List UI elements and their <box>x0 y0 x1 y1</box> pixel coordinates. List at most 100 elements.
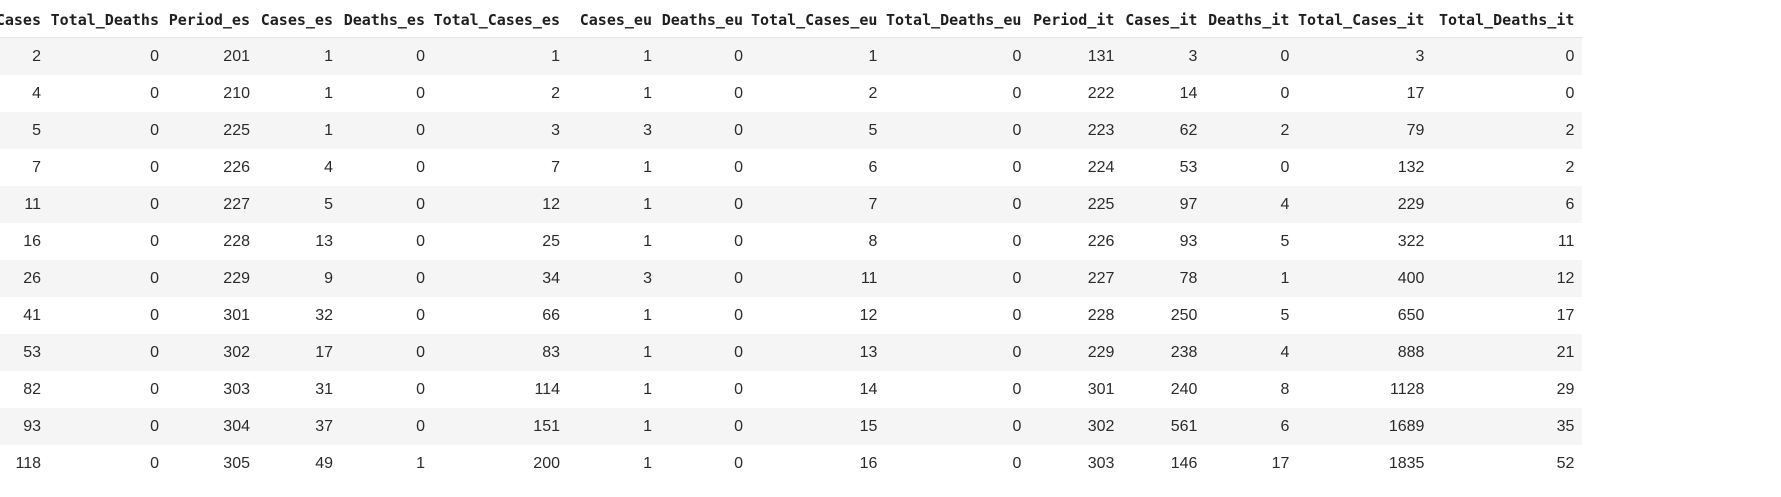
table-cell: 2 <box>0 37 49 75</box>
table-cell: 1 <box>568 297 660 334</box>
table-cell: 79 <box>1297 112 1433 149</box>
table-cell: 15 <box>751 408 886 445</box>
table-cell: 93 <box>0 408 49 445</box>
table-cell: 1 <box>568 75 660 112</box>
table-row: 4 0 210 1 0 2 1 0 2 0 222 14 0 17 0 <box>0 75 1583 112</box>
table-cell: 7 <box>0 149 49 186</box>
table-cell: 0 <box>660 75 751 112</box>
column-header: Total_Cases_eu <box>751 3 886 38</box>
table-cell: 222 <box>1029 75 1123 112</box>
table-cell: 12 <box>751 297 886 334</box>
table-cell: 0 <box>885 149 1030 186</box>
table-cell: 1 <box>1205 260 1298 297</box>
table-cell: 225 <box>1029 186 1123 223</box>
table-cell: 0 <box>660 297 751 334</box>
table-cell: 0 <box>49 75 167 112</box>
table-cell: 7 <box>433 149 568 186</box>
table-cell: 29 <box>1432 371 1583 408</box>
column-header: Cases <box>0 3 49 38</box>
table-cell: 238 <box>1122 334 1206 371</box>
table-cell: 114 <box>433 371 568 408</box>
table-row: 7 0 226 4 0 7 1 0 6 0 224 53 0 132 2 <box>0 149 1583 186</box>
table-cell: 4 <box>258 149 341 186</box>
table-cell: 118 <box>0 445 49 482</box>
table-cell: 6 <box>1205 408 1298 445</box>
table-cell: 0 <box>660 334 751 371</box>
table-cell: 0 <box>49 408 167 445</box>
table-cell: 93 <box>1122 223 1206 260</box>
column-header: Total_Cases_it <box>1297 3 1433 38</box>
table-cell: 0 <box>885 260 1030 297</box>
table-cell: 0 <box>341 408 433 445</box>
table-cell: 1 <box>568 371 660 408</box>
table-row: 41 0 301 32 0 66 1 0 12 0 228 250 5 650 17 <box>0 297 1583 334</box>
table-cell: 9 <box>258 260 341 297</box>
column-header: Total_Deaths <box>49 3 167 38</box>
table-cell: 228 <box>1029 297 1123 334</box>
table-cell: 12 <box>433 186 568 223</box>
column-header: Cases_eu <box>568 3 660 38</box>
table-row: 5 0 225 1 0 3 3 0 5 0 223 62 2 79 2 <box>0 112 1583 149</box>
table-cell: 3 <box>1297 37 1433 75</box>
table-cell: 82 <box>0 371 49 408</box>
table-cell: 0 <box>885 334 1030 371</box>
table-cell: 0 <box>660 408 751 445</box>
table-cell: 0 <box>341 186 433 223</box>
table-cell: 3 <box>568 260 660 297</box>
table-cell: 229 <box>167 260 258 297</box>
table-cell: 0 <box>660 112 751 149</box>
table-cell: 4 <box>1205 334 1298 371</box>
table-cell: 1 <box>751 37 886 75</box>
column-header: Period_es <box>167 3 258 38</box>
column-header: Total_Deaths_it <box>1432 3 1583 38</box>
table-cell: 304 <box>167 408 258 445</box>
table-cell: 0 <box>49 334 167 371</box>
table-cell: 1 <box>341 445 433 482</box>
table-cell: 0 <box>341 112 433 149</box>
table-cell: 11 <box>1432 223 1583 260</box>
table-row: 118 0 305 49 1 200 1 0 16 0 303 146 17 1835 52 <box>0 445 1583 482</box>
table-cell: 97 <box>1122 186 1206 223</box>
table-cell: 1 <box>568 223 660 260</box>
table-cell: 53 <box>1122 149 1206 186</box>
column-header: Total_Cases_es <box>433 3 568 38</box>
table-cell: 0 <box>341 37 433 75</box>
table-cell: 11 <box>751 260 886 297</box>
table-cell: 2 <box>1432 112 1583 149</box>
table-cell: 0 <box>49 37 167 75</box>
table-header: Cases Total_Deaths Period_es Cases_es De… <box>0 3 1583 38</box>
table-cell: 0 <box>885 75 1030 112</box>
table-cell: 1 <box>568 334 660 371</box>
table-cell: 224 <box>1029 149 1123 186</box>
table-row: 82 0 303 31 0 114 1 0 14 0 301 240 8 1128 29 <box>0 371 1583 408</box>
table-cell: 17 <box>1297 75 1433 112</box>
table-cell: 5 <box>1205 297 1298 334</box>
table-cell: 35 <box>1432 408 1583 445</box>
table-cell: 229 <box>1029 334 1123 371</box>
table-cell: 17 <box>1432 297 1583 334</box>
table-cell: 0 <box>660 260 751 297</box>
table-cell: 210 <box>167 75 258 112</box>
table-cell: 1 <box>258 75 341 112</box>
table-cell: 11 <box>0 186 49 223</box>
table-cell: 226 <box>1029 223 1123 260</box>
table-cell: 31 <box>258 371 341 408</box>
table-cell: 250 <box>1122 297 1206 334</box>
table-cell: 25 <box>433 223 568 260</box>
table-cell: 0 <box>49 371 167 408</box>
table-cell: 41 <box>0 297 49 334</box>
table-cell: 131 <box>1029 37 1123 75</box>
table-cell: 4 <box>1205 186 1298 223</box>
table-cell: 305 <box>167 445 258 482</box>
table-cell: 303 <box>1029 445 1123 482</box>
table-cell: 302 <box>167 334 258 371</box>
table-cell: 17 <box>258 334 341 371</box>
table-cell: 3 <box>568 112 660 149</box>
table-cell: 229 <box>1297 186 1433 223</box>
table-cell: 0 <box>49 223 167 260</box>
table-cell: 223 <box>1029 112 1123 149</box>
table-cell: 0 <box>341 297 433 334</box>
table-cell: 400 <box>1297 260 1433 297</box>
table-cell: 0 <box>885 112 1030 149</box>
table-cell: 0 <box>660 186 751 223</box>
